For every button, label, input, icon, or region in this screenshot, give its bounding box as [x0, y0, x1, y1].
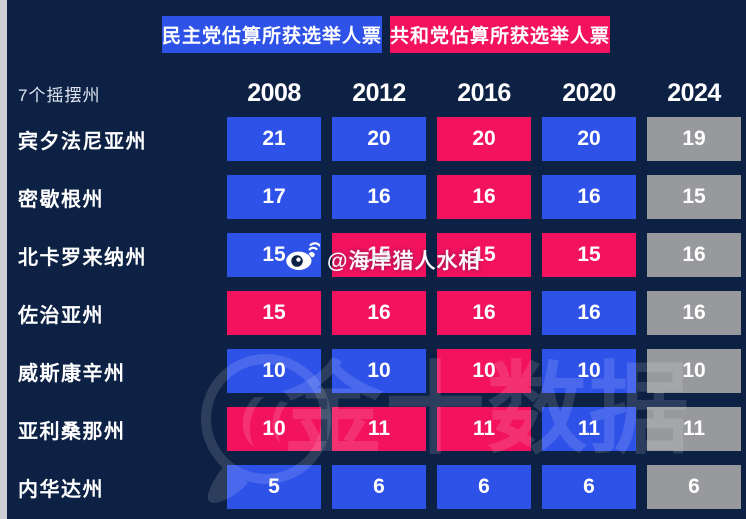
vote-cell: 15: [227, 291, 321, 335]
vote-cell: 6: [332, 465, 426, 509]
weibo-watermark: @海岸猎人水相: [284, 241, 480, 278]
vote-cell: 11: [437, 407, 531, 451]
vote-cell: 11: [542, 407, 636, 451]
vote-cell: 16: [437, 175, 531, 219]
state-label: 威斯康辛州: [18, 362, 126, 385]
year-header: 2016: [457, 78, 511, 107]
vote-cell: 17: [227, 175, 321, 219]
vote-cell: 16: [437, 291, 531, 335]
vote-cell: 16: [647, 233, 741, 277]
weibo-handle-text: @海岸猎人水相: [327, 249, 481, 273]
vote-cell: 15: [332, 233, 426, 277]
vote-cell: 10: [332, 349, 426, 393]
vote-cell: 16: [542, 291, 636, 335]
legend-democrat: 民主党估算所获选举人票: [162, 16, 383, 53]
vote-cell: 21: [227, 117, 321, 161]
vote-cell: 20: [437, 117, 531, 161]
vote-cell: 10: [647, 349, 741, 393]
state-label: 密歇根州: [18, 188, 104, 211]
vote-cell: 11: [332, 407, 426, 451]
year-header: 2020: [562, 78, 616, 107]
vote-cell: 15: [542, 233, 636, 277]
state-label: 宾夕法尼亚州: [18, 130, 147, 153]
vote-cell: 19: [647, 117, 741, 161]
year-header: 2008: [247, 78, 301, 107]
year-header: 2012: [352, 78, 406, 107]
left-edge-strip: [0, 0, 7, 519]
state-label: 亚利桑那州: [18, 420, 126, 443]
jin10-watermark-text: 金十数据: [283, 354, 691, 466]
vote-cell: 15: [647, 175, 741, 219]
vote-cell: 6: [542, 465, 636, 509]
vote-cell: 16: [332, 291, 426, 335]
vote-cell: 10: [227, 407, 321, 451]
electoral-votes-table: 宾夕法尼亚州 21 20 20 20 19 密歇根州 17 16 16 16 1…: [18, 117, 741, 509]
state-label: 北卡罗来纳州: [18, 246, 147, 269]
vote-cell: 6: [437, 465, 531, 509]
legend-republican: 共和党估算所获选举人票: [390, 16, 611, 53]
year-header: 2024: [667, 78, 721, 107]
weibo-icon: [284, 241, 321, 278]
vote-cell: 10: [437, 349, 531, 393]
vote-cell: 20: [332, 117, 426, 161]
vote-cell: 5: [227, 465, 321, 509]
vote-cell: 11: [647, 407, 741, 451]
vote-cell: 20: [542, 117, 636, 161]
table-header-row: 7个摇摆州 2008 2012 2016 2020 2024: [18, 74, 741, 112]
vote-cell: 16: [647, 291, 741, 335]
jin10-logo-icon: [176, 345, 346, 518]
corner-label: 7个摇摆州: [18, 85, 101, 105]
state-label: 佐治亚州: [18, 304, 104, 327]
vote-cell: 15: [437, 233, 531, 277]
vote-cell: 16: [332, 175, 426, 219]
vote-cell: 16: [542, 175, 636, 219]
state-label: 内华达州: [18, 478, 104, 501]
vote-cell: 10: [227, 349, 321, 393]
vote-cell: 10: [542, 349, 636, 393]
vote-cell: 6: [647, 465, 741, 509]
